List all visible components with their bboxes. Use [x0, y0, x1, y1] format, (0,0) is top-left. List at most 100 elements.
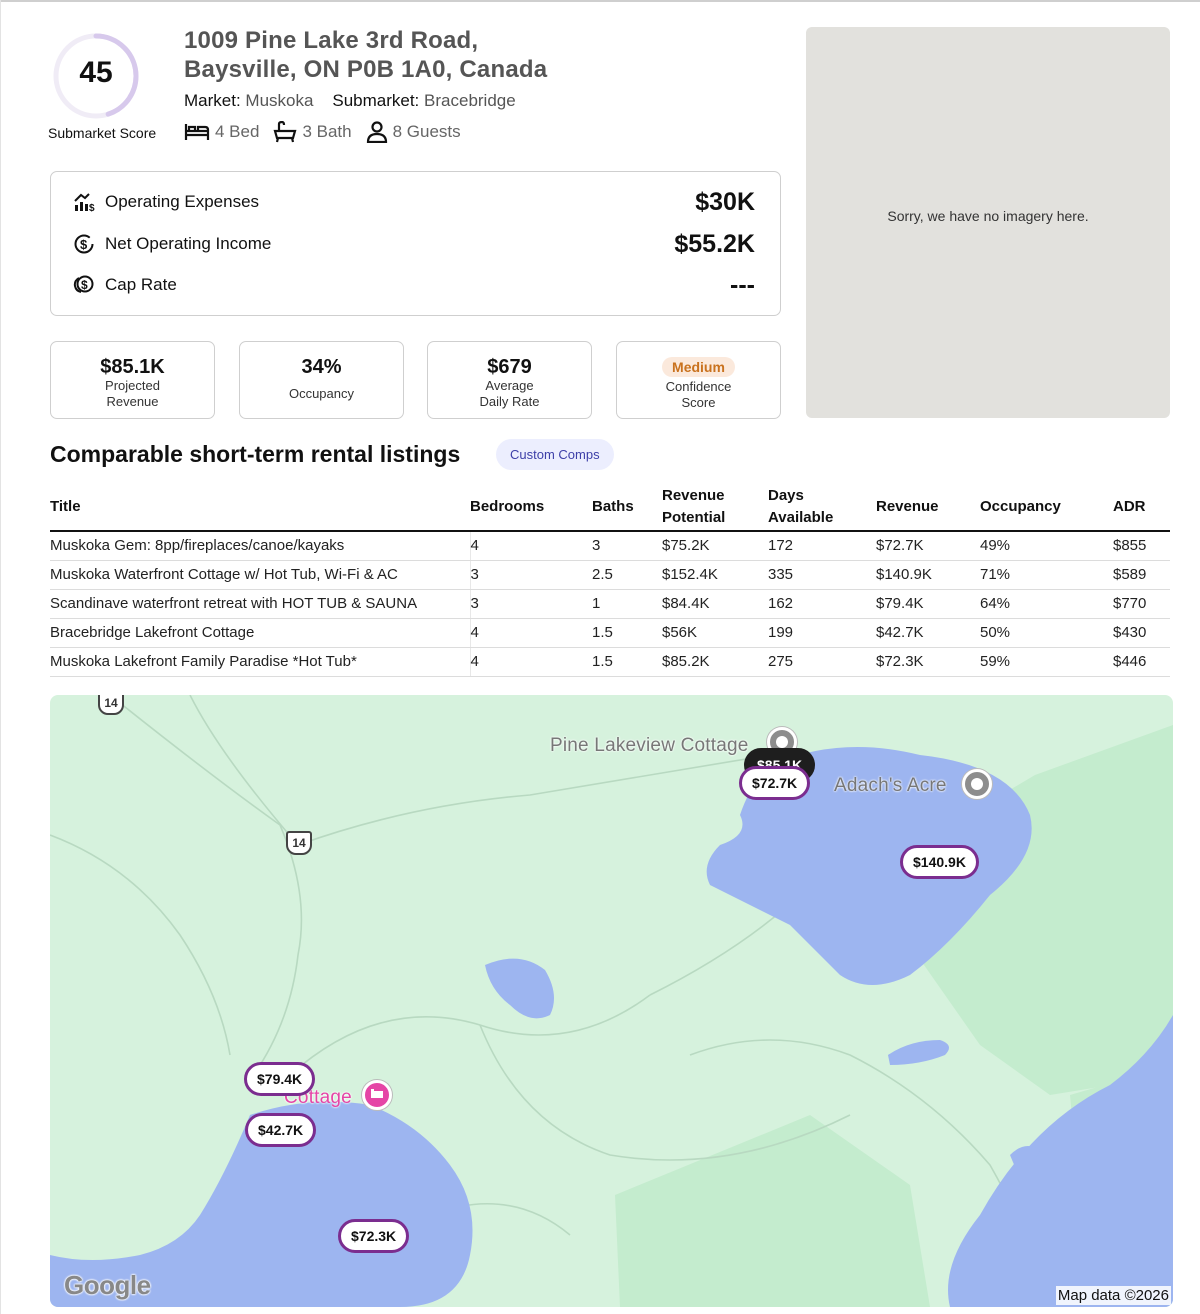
cell-title: Bracebridge Lakefront Cottage — [50, 618, 470, 648]
price-marker[interactable]: $72.3K — [338, 1219, 410, 1253]
col-revenue[interactable]: Revenue — [876, 484, 980, 532]
amenities: 4 Bed 3 Bath 8 Guests — [184, 121, 475, 143]
cell-revenue: $42.7K — [876, 618, 980, 648]
card-label-line-1: Projected — [105, 378, 160, 393]
submarket-label: Submarket: — [332, 91, 420, 110]
card-label-line-2: Daily Rate — [479, 394, 540, 409]
comps-map[interactable]: 14 14 Pine Lakeview Cottage Adach's Acre… — [50, 695, 1173, 1307]
cell-baths: 1 — [592, 589, 662, 619]
metric-label: Net Operating Income — [105, 234, 272, 253]
cell-bedrooms: 3 — [469, 560, 592, 590]
custom-comps-button[interactable]: Custom Comps — [496, 439, 614, 470]
cell-adr: $770 — [1113, 589, 1170, 619]
card-projected-revenue: $85.1K Projected Revenue — [50, 341, 215, 419]
price-marker[interactable]: $140.9K — [900, 845, 979, 879]
table-row[interactable]: Muskoka Waterfront Cottage w/ Hot Tub, W… — [50, 560, 1170, 590]
card-value: 34% — [301, 356, 342, 378]
map-base — [50, 695, 1173, 1307]
col-revenue-potential[interactable]: Revenue Potential — [662, 484, 768, 532]
baths-text: 3 Bath — [302, 122, 352, 141]
address-line-1: 1009 Pine Lake 3rd Road, — [184, 27, 479, 54]
beds-item: 4 Bed — [184, 122, 259, 142]
cell-baths: 3 — [592, 531, 662, 561]
cell-title: Muskoka Waterfront Cottage w/ Hot Tub, W… — [50, 560, 470, 590]
cell-baths: 1.5 — [592, 618, 662, 648]
cell-days: 335 — [768, 560, 876, 590]
price-marker[interactable]: $79.4K — [244, 1062, 316, 1096]
cell-title: Muskoka Lakefront Family Paradise *Hot T… — [50, 647, 470, 677]
cell-potential: $152.4K — [662, 560, 768, 590]
cell-adr: $589 — [1113, 560, 1170, 590]
highway-shield-mid: 14 — [286, 831, 312, 855]
table-row[interactable]: Bracebridge Lakefront Cottage 4 1.5 $56K 199… — [50, 618, 1170, 648]
metric-value: $30K — [695, 187, 755, 216]
table-row[interactable]: Muskoka Lakefront Family Paradise *Hot T… — [50, 647, 1170, 677]
chart-dollar-icon: $ — [74, 193, 95, 212]
cell-occupancy: 50% — [980, 618, 1113, 648]
map-attribution[interactable]: Map data ©2026 — [1055, 1286, 1171, 1305]
place-label-adachs-acre[interactable]: Adach's Acre — [834, 775, 947, 796]
left-border — [0, 0, 1, 1314]
cell-title: Muskoka Gem: 8pp/fireplaces/canoe/kayaks — [50, 531, 470, 561]
score-label: Submarket Score — [48, 125, 157, 141]
comps-table: Title Bedrooms Baths Revenue Potential Da… — [50, 484, 1170, 677]
cell-potential: $75.2K — [662, 531, 768, 561]
financial-metrics: $ Operating Expenses $30K $ Net Operatin… — [50, 171, 781, 316]
beds-text: 4 Bed — [215, 122, 260, 141]
card-confidence-score: Medium Confidence Score — [616, 341, 781, 419]
col-bedrooms[interactable]: Bedrooms — [470, 484, 592, 532]
cell-baths: 2.5 — [592, 560, 662, 590]
svg-text:$: $ — [80, 237, 88, 252]
cell-revenue: $72.3K — [876, 647, 980, 677]
card-label-line-2: Score — [681, 395, 716, 410]
metric-net-operating-income: $ Net Operating Income $55.2K — [73, 229, 755, 259]
table-header-row: Title Bedrooms Baths Revenue Potential Da… — [50, 484, 1170, 532]
cell-days: 199 — [768, 618, 876, 648]
cell-baths: 1.5 — [592, 647, 662, 677]
address-line-2: Baysville, ON P0B 1A0, Canada — [184, 56, 548, 83]
market-label: Market: — [184, 91, 241, 110]
table-row[interactable]: Scandinave waterfront retreat with HOT T… — [50, 589, 1170, 619]
cell-title: Scandinave waterfront retreat with HOT T… — [50, 589, 470, 619]
comps-title: Comparable short-term rental listings — [50, 441, 461, 467]
cell-bedrooms: 3 — [469, 589, 592, 619]
street-view-panel: Sorry, we have no imagery here. — [806, 27, 1170, 418]
place-label-pine-lakeview[interactable]: Pine Lakeview Cottage — [550, 735, 749, 756]
guests-icon — [366, 121, 387, 143]
bed-icon — [184, 124, 210, 140]
market-value: Muskoka — [245, 91, 314, 110]
card-value: $85.1K — [100, 356, 165, 378]
google-logo[interactable]: Google — [64, 1270, 151, 1300]
lodging-pin-icon[interactable] — [362, 1080, 392, 1110]
place-pin-icon[interactable] — [962, 769, 992, 799]
card-value: $679 — [487, 356, 532, 378]
col-days-available[interactable]: Days Available — [768, 484, 876, 532]
cell-potential: $85.2K — [662, 647, 768, 677]
cell-adr: $446 — [1113, 647, 1170, 677]
highway-shield-top: 14 — [98, 695, 124, 715]
col-title[interactable]: Title — [50, 484, 470, 532]
top-border — [0, 0, 1200, 2]
metric-cap-rate: $ Cap Rate --- — [73, 270, 755, 300]
cell-occupancy: 71% — [980, 560, 1113, 590]
card-label-line-2: Revenue — [106, 394, 159, 409]
col-occupancy[interactable]: Occupancy — [980, 484, 1113, 532]
card-label-line-1: Confidence — [665, 379, 732, 394]
score-value: 45 — [79, 56, 113, 89]
price-marker[interactable]: $42.7K — [245, 1113, 317, 1147]
guests-text: 8 Guests — [392, 122, 461, 141]
bath-icon — [273, 121, 297, 143]
table-row[interactable]: Muskoka Gem: 8pp/fireplaces/canoe/kayaks… — [50, 531, 1170, 561]
guests-item: 8 Guests — [366, 121, 461, 143]
col-baths[interactable]: Baths — [592, 484, 662, 532]
score-ring — [53, 33, 139, 119]
no-imagery-message: Sorry, we have no imagery here. — [887, 208, 1089, 224]
price-marker[interactable]: $72.7K — [739, 766, 811, 800]
metric-label: Cap Rate — [105, 275, 177, 294]
metric-operating-expenses: $ Operating Expenses $30K — [73, 187, 755, 217]
col-adr[interactable]: ADR — [1113, 484, 1170, 532]
cell-bedrooms: 4 — [469, 647, 592, 677]
submarket-value: Bracebridge — [424, 91, 516, 110]
cell-revenue: $72.7K — [876, 531, 980, 561]
dollar-cycle-icon: $ — [74, 234, 94, 254]
